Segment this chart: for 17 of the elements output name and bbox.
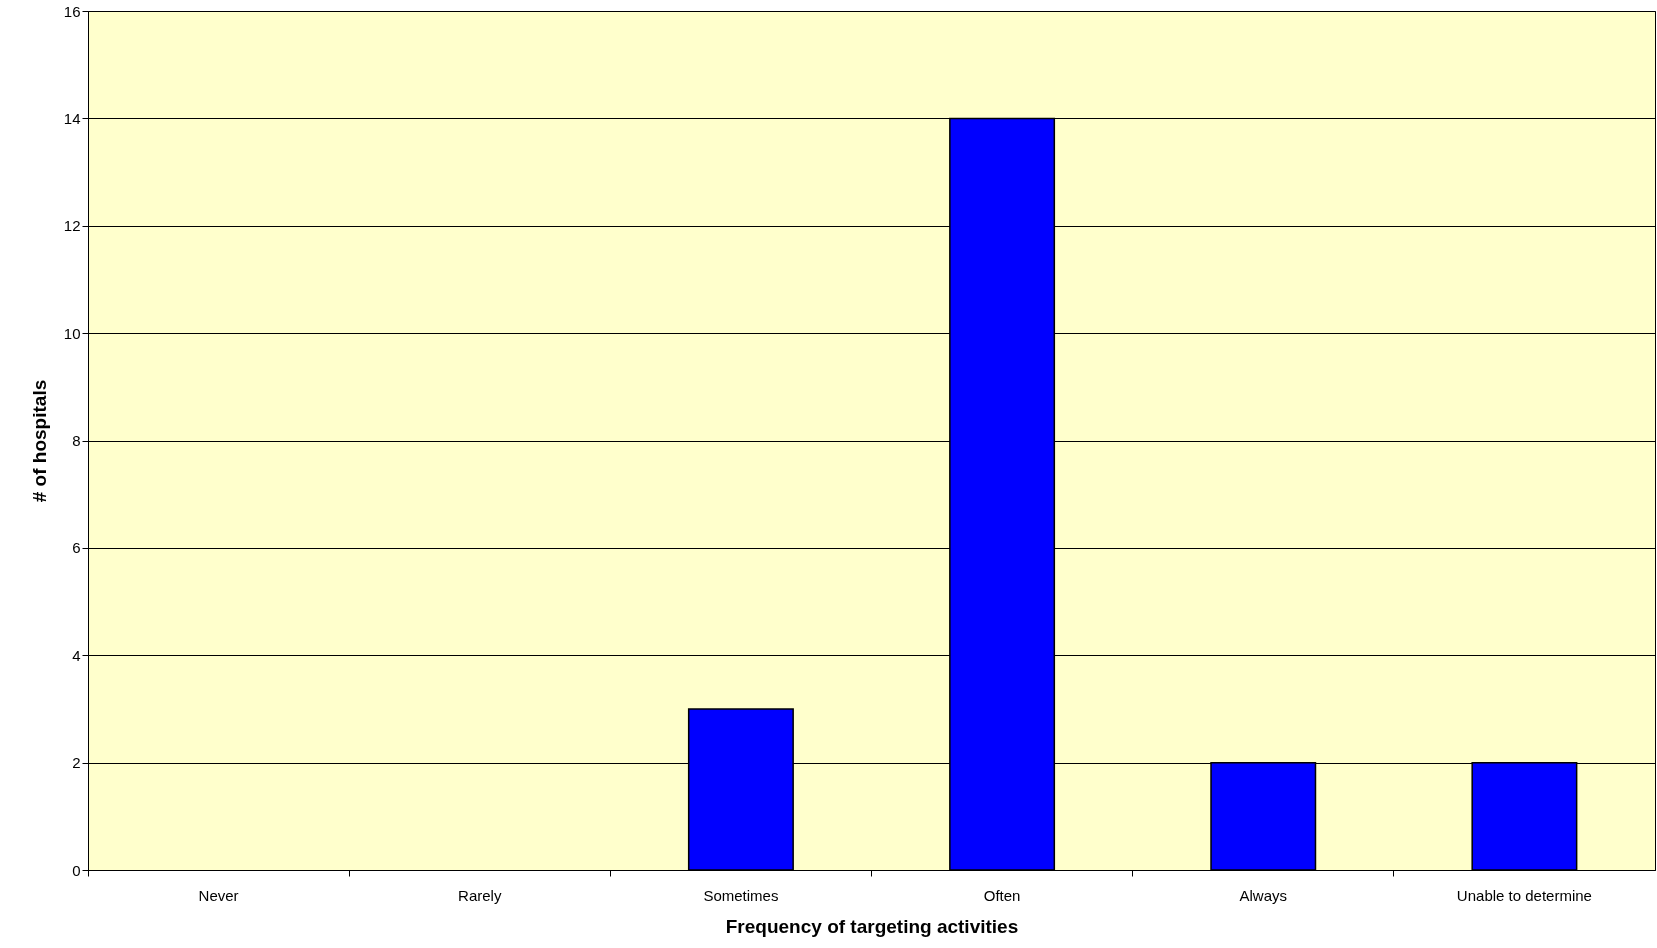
y-tick-label: 4 [72, 646, 81, 664]
y-tick-label: 0 [72, 861, 81, 879]
y-tick-label: 6 [72, 539, 81, 557]
y-tick-label: 14 [63, 109, 81, 127]
x-tick-label: Always [1239, 886, 1288, 904]
y-tick-label: 12 [63, 217, 81, 235]
y-tick-label: 10 [63, 324, 81, 342]
y-tick-label: 2 [72, 754, 81, 772]
x-tick-label: Rarely [458, 886, 502, 904]
y-tick-label: 16 [63, 2, 81, 20]
x-tick-label: Sometimes [703, 886, 779, 904]
x-tick-label: Never [198, 886, 239, 904]
x-tick-label: Often [983, 886, 1021, 904]
x-tick-label: Unable to determine [1456, 886, 1592, 904]
y-axis-title: # of hospitals [28, 379, 50, 503]
y-tick-label: 8 [72, 432, 81, 449]
x-axis-title: Frequency of targeting activities [725, 915, 1019, 937]
